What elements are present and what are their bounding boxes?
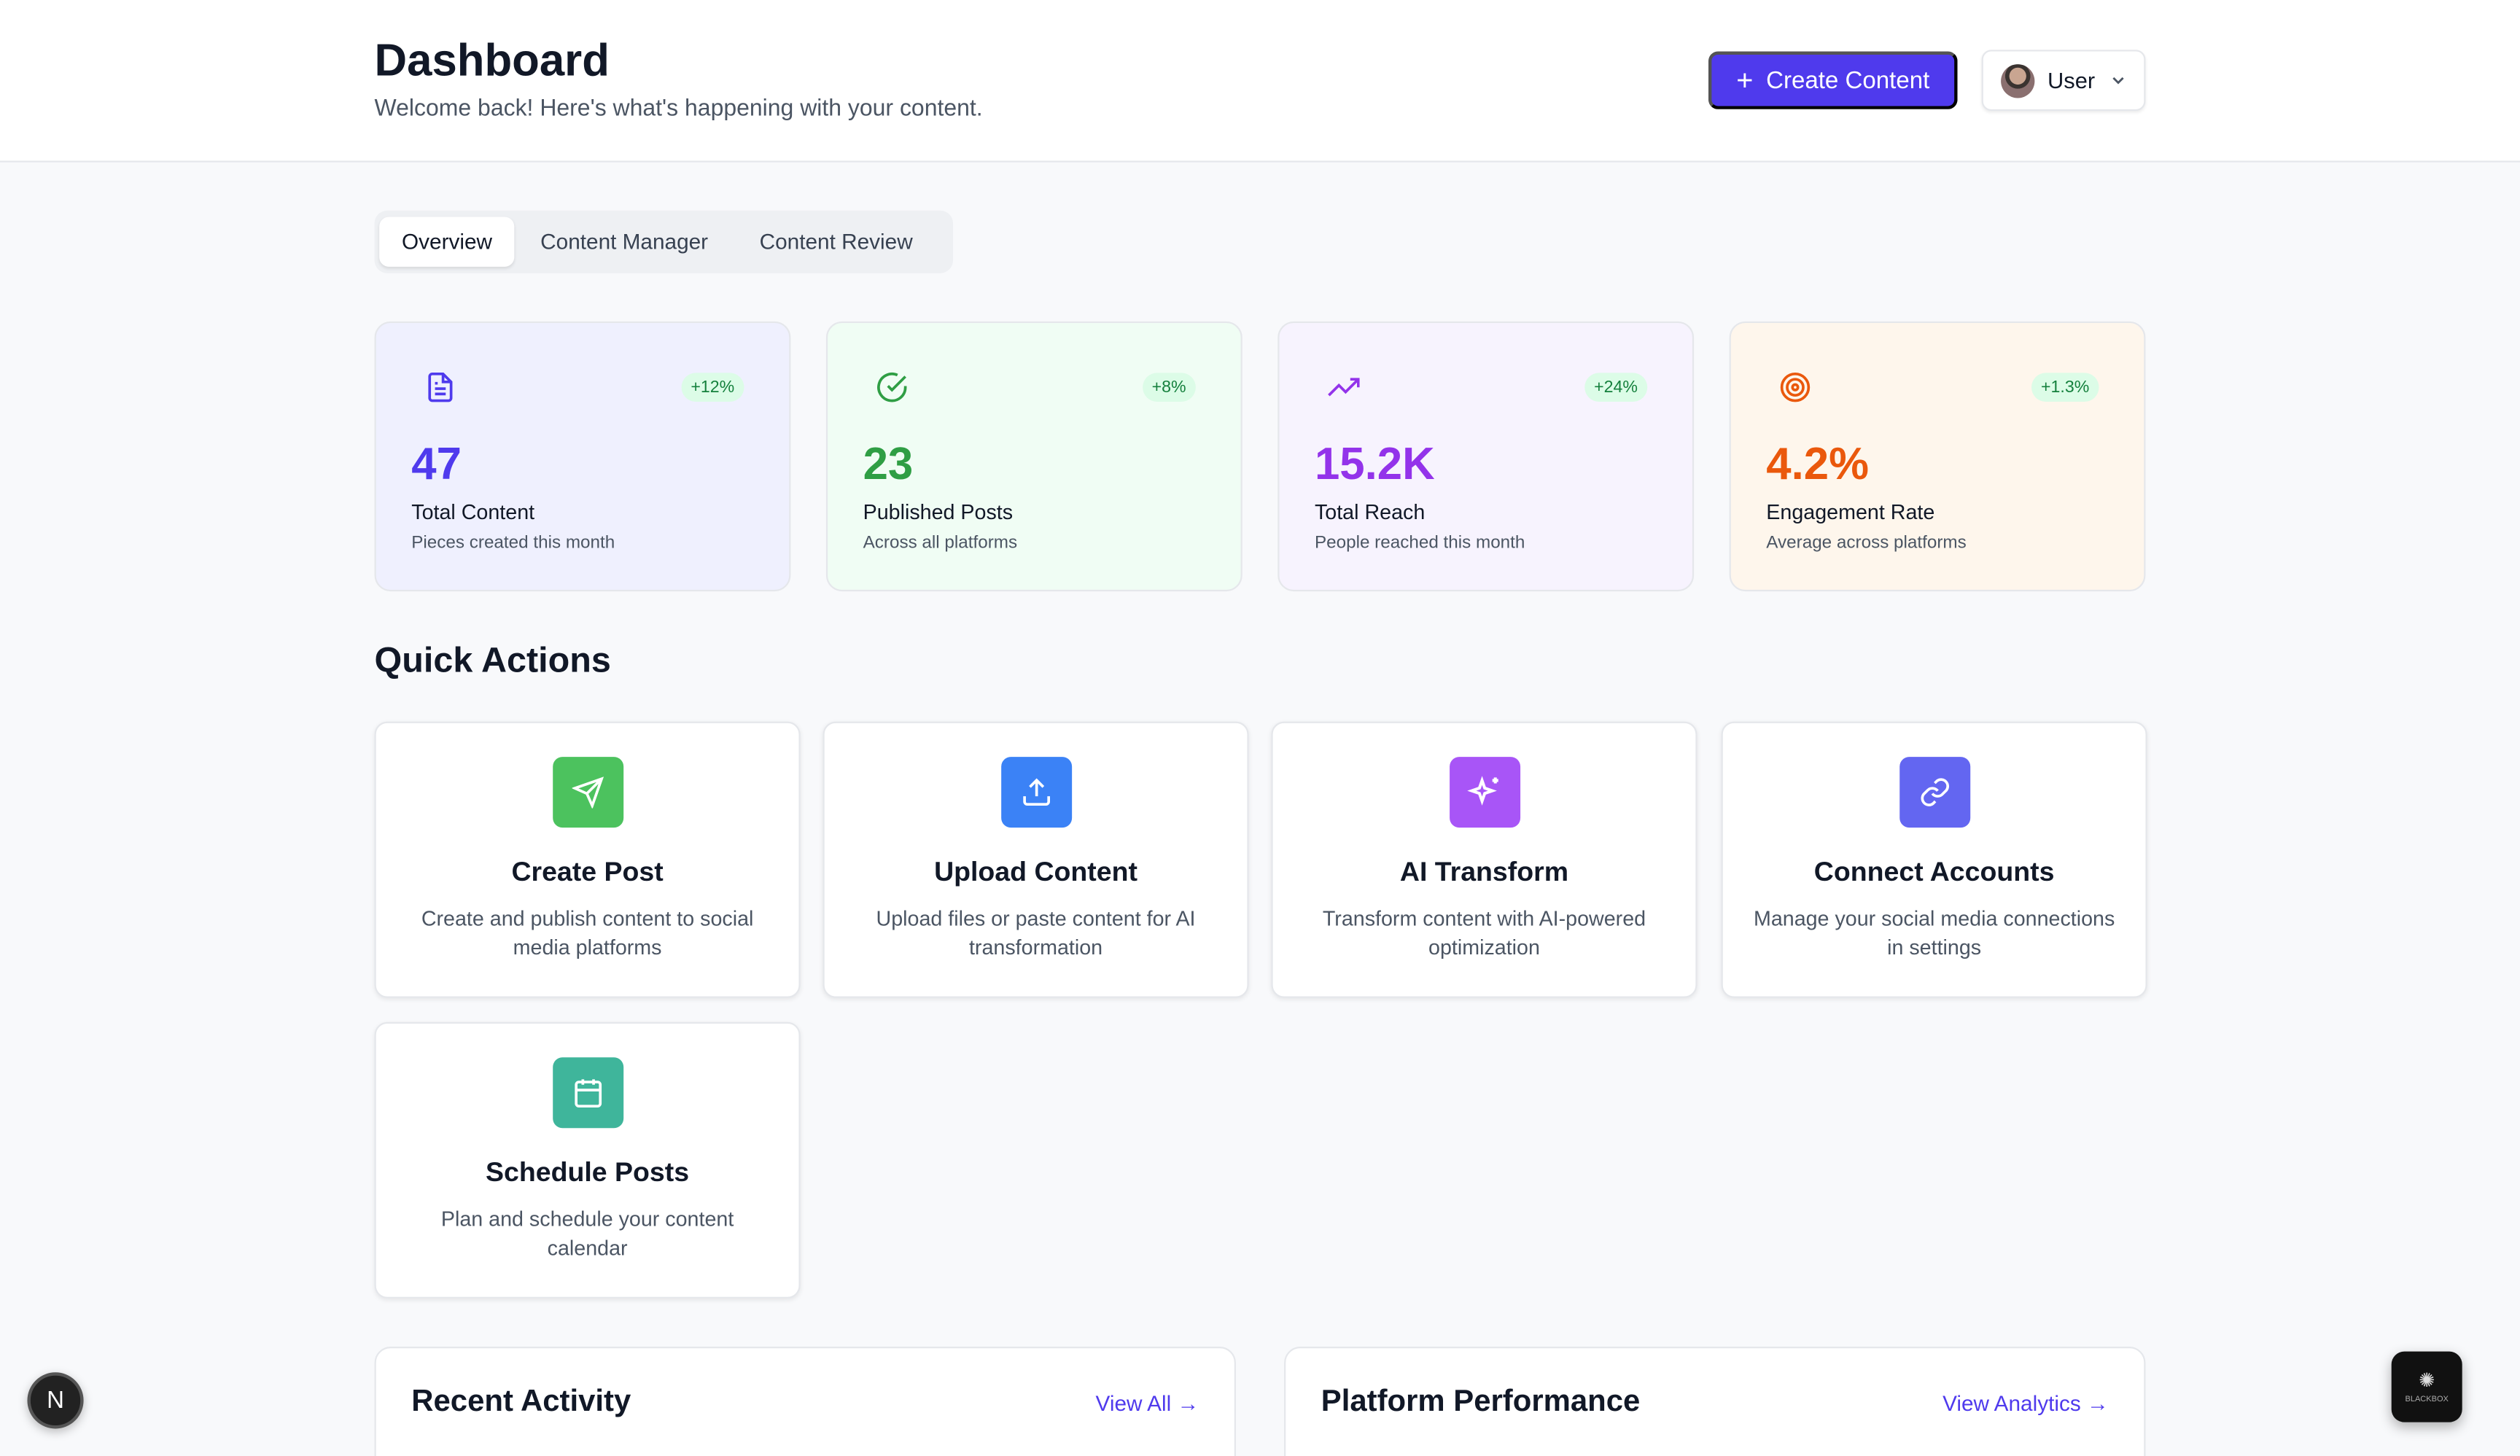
tab-content-manager[interactable]: Content Manager	[540, 230, 709, 254]
sparkles-icon	[1450, 757, 1521, 828]
action-upload-content[interactable]: Upload Content Upload files or paste con…	[822, 721, 1249, 998]
stat-card-published-posts: +8% 23 Published Posts Across all platfo…	[825, 321, 1242, 592]
action-title: Create Post	[511, 856, 664, 887]
create-content-button[interactable]: + Create Content	[1708, 51, 1958, 109]
stat-sub: Across all platforms	[863, 533, 1018, 553]
upload-icon	[1001, 757, 1073, 828]
chevron-down-icon	[2112, 77, 2123, 85]
action-title: Upload Content	[934, 856, 1138, 887]
stat-label: Total Reach	[1314, 499, 1426, 524]
platform-performance-title: Platform Performance	[1321, 1385, 1641, 1420]
user-label: User	[2048, 67, 2096, 93]
tab-bar: Overview Content Manager Content Review	[374, 210, 954, 273]
action-connect-accounts[interactable]: Connect Accounts Manage your social medi…	[1721, 721, 2147, 998]
change-badge: +8%	[1142, 373, 1196, 402]
action-schedule-posts[interactable]: Schedule Posts Plan and schedule your co…	[374, 1021, 801, 1299]
stat-card-engagement-rate: +1.3% 4.2% Engagement Rate Average acros…	[1729, 321, 2146, 592]
calendar-icon	[553, 1057, 624, 1129]
target-icon	[1780, 372, 1811, 402]
user-menu-button[interactable]: User	[1981, 50, 2146, 112]
action-create-post[interactable]: Create Post Create and publish content t…	[374, 721, 801, 998]
check-circle-icon	[877, 373, 907, 402]
stat-card-total-content: +12% 47 Total Content Pieces created thi…	[374, 321, 791, 592]
stat-value: 4.2%	[1766, 438, 1869, 489]
view-analytics-link[interactable]: View Analytics →	[1942, 1392, 2109, 1416]
stat-sub: Average across platforms	[1766, 533, 1967, 553]
action-title: Connect Accounts	[1813, 856, 2055, 887]
blackbox-widget-button[interactable]: ✺ BLACKBOX	[2391, 1351, 2462, 1422]
blackbox-label: BLACKBOX	[2405, 1395, 2449, 1405]
quick-actions-heading: Quick Actions	[374, 639, 611, 680]
stat-label: Engagement Rate	[1766, 499, 1935, 524]
stat-value: 47	[411, 438, 462, 489]
action-title: Schedule Posts	[486, 1156, 690, 1188]
change-badge: +1.3%	[2031, 373, 2099, 402]
tab-overview[interactable]: Overview	[379, 217, 515, 267]
view-all-label: View All	[1095, 1391, 1172, 1416]
blackbox-logo-icon: ✺	[2419, 1369, 2435, 1392]
page-title: Dashboard	[374, 35, 610, 85]
action-desc: Plan and schedule your content calendar	[440, 1207, 734, 1261]
recent-activity-title: Recent Activity	[411, 1385, 631, 1420]
platform-performance-card: Platform Performance View Analytics →	[1284, 1347, 2146, 1456]
plus-icon: +	[1736, 63, 1754, 96]
send-icon	[553, 757, 624, 828]
action-title: AI Transform	[1399, 856, 1569, 887]
stat-value: 15.2K	[1314, 438, 1435, 489]
arrow-right-icon: →	[1177, 1391, 1199, 1416]
change-badge: +12%	[681, 373, 744, 402]
action-desc: Create and publish content to social med…	[421, 906, 754, 959]
nextjs-dev-badge[interactable]: N	[27, 1372, 84, 1429]
arrow-right-icon: →	[2087, 1391, 2109, 1416]
action-desc: Manage your social media connections in …	[1753, 906, 2115, 959]
header: Dashboard Welcome back! Here's what's ha…	[0, 0, 2520, 163]
stat-sub: People reached this month	[1314, 533, 1525, 553]
stat-label: Published Posts	[863, 499, 1014, 524]
stat-card-total-reach: +24% 15.2K Total Reach People reached th…	[1278, 321, 1695, 592]
link-icon	[1899, 757, 1971, 828]
action-ai-transform[interactable]: AI Transform Transform content with AI-p…	[1271, 721, 1698, 998]
action-desc: Transform content with AI-powered optimi…	[1322, 906, 1646, 959]
change-badge: +24%	[1584, 373, 1648, 402]
page-subtitle: Welcome back! Here's what's happening wi…	[374, 96, 983, 122]
view-all-link[interactable]: View All →	[1096, 1392, 1199, 1416]
stat-sub: Pieces created this month	[411, 533, 615, 553]
trending-up-icon	[1328, 378, 1360, 397]
file-text-icon	[428, 372, 453, 402]
stat-value: 23	[863, 438, 914, 489]
view-analytics-label: View Analytics	[1942, 1391, 2081, 1416]
stat-label: Total Content	[411, 499, 535, 524]
recent-activity-card: Recent Activity View All →	[374, 1347, 1236, 1456]
tab-content-review[interactable]: Content Review	[759, 230, 913, 254]
create-content-label: Create Content	[1766, 66, 1930, 94]
next-logo-letter: N	[47, 1387, 64, 1414]
avatar	[2001, 63, 2035, 98]
action-desc: Upload files or paste content for AI tra…	[876, 906, 1196, 959]
